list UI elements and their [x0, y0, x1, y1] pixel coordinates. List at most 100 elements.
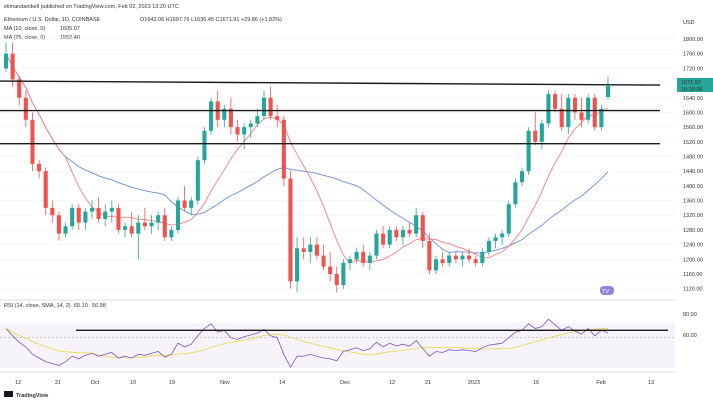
rsi-tick-80: 80.00: [683, 312, 697, 318]
candle-body: [308, 244, 313, 252]
horizontal-levels[interactable]: [0, 80, 661, 145]
tradingview-watermark-icon: TV: [600, 286, 614, 295]
price-tick: 1520.00: [683, 140, 703, 146]
rsi-line: [5, 318, 609, 369]
ma10-value: 1605.07: [60, 26, 80, 32]
candle-body: [17, 79, 22, 98]
candle-body: [387, 229, 392, 245]
candle-body: [109, 207, 114, 212]
candle-body: [506, 204, 511, 234]
time-tick: 13: [648, 380, 654, 386]
candle-body: [149, 222, 154, 227]
candle-body: [447, 255, 452, 263]
candle-body: [572, 97, 577, 113]
candle-body: [288, 178, 293, 282]
candle-body: [341, 262, 346, 285]
candle-body: [195, 160, 200, 201]
candle-body: [261, 97, 267, 117]
candle-body: [123, 226, 128, 230]
candle-body: [414, 215, 419, 234]
candle-body: [500, 233, 505, 238]
candle-body: [420, 215, 425, 241]
price-tick: 1200.00: [683, 257, 703, 263]
rsi-label: RSI (14, close, SMA, 14, 2): [4, 303, 71, 309]
time-tick: 19: [169, 380, 175, 386]
candle-body: [50, 207, 55, 216]
price-tick: 1440.00: [683, 169, 703, 175]
candle-body: [599, 108, 604, 128]
publisher-text: elimandanibell published on TradingView.…: [4, 4, 179, 10]
candle-body: [142, 222, 147, 227]
ma25-label: MA (25, close, 0): [4, 35, 45, 41]
candle-body: [605, 86, 611, 98]
candle-body: [347, 259, 353, 263]
price-axis[interactable]: 1800.001760.001720.001680.001640.001600.…: [683, 37, 703, 293]
candle-body: [367, 255, 372, 263]
svg-text:TV: TV: [602, 289, 609, 295]
candle-body: [103, 211, 108, 219]
candle-body: [328, 266, 333, 274]
candle-body: [559, 108, 564, 128]
level-line: [0, 80, 661, 86]
grid: [0, 38, 675, 289]
price-tick: 1240.00: [683, 243, 703, 249]
candle-body: [242, 127, 247, 135]
time-tick: 21: [55, 380, 61, 386]
candle-body: [268, 97, 273, 117]
price-tick: 1360.00: [683, 199, 703, 205]
rsi-tick-60: 60.00: [683, 333, 697, 339]
candle-body: [56, 215, 61, 234]
price-tick: 1800.00: [683, 37, 703, 43]
candle-body: [321, 255, 326, 267]
candle-body: [10, 53, 15, 80]
current-price-tag: 1671.92 10:39:26: [677, 78, 713, 93]
candle-body: [427, 240, 432, 271]
candle-body: [175, 200, 181, 230]
candle-body: [374, 233, 379, 256]
ohlc-readout: O1642.06 H1697.76 L1636.45 C1671.91 +29.…: [140, 17, 282, 23]
price-tick: 1720.00: [683, 66, 703, 72]
candle-body: [440, 259, 445, 263]
candle-body: [116, 207, 121, 230]
rsi-pane[interactable]: [0, 318, 675, 369]
candle-body: [76, 207, 81, 223]
candle-body: [394, 229, 399, 238]
candle-body: [381, 233, 386, 245]
candle-body: [314, 244, 319, 256]
current-price: 1671.92: [681, 80, 701, 86]
time-tick: Feb: [596, 380, 605, 386]
candles[interactable]: [3, 42, 611, 293]
candle-body: [89, 207, 95, 212]
candle-body: [433, 259, 439, 271]
candle-body: [30, 119, 35, 164]
candle-body: [486, 240, 491, 252]
time-tick: 12: [15, 380, 21, 386]
tradingview-logo-icon: [4, 391, 13, 397]
price-tick: 1480.00: [683, 154, 703, 160]
candle-body: [493, 237, 498, 241]
candle-body: [539, 123, 544, 142]
candle-body: [361, 251, 366, 263]
candle-body: [182, 200, 187, 208]
candle-body: [519, 171, 525, 183]
candle-body: [334, 273, 339, 285]
price-tick: 1400.00: [683, 184, 703, 190]
candle-body: [301, 248, 306, 252]
time-tick: 2023: [468, 380, 480, 386]
candle-body: [566, 97, 571, 128]
candle-body: [453, 255, 458, 260]
price-tick: 1760.00: [683, 52, 703, 58]
candle-body: [96, 207, 101, 219]
time-tick: 16: [533, 380, 539, 386]
time-tick: Dec: [340, 380, 350, 386]
candle-body: [592, 97, 597, 128]
price-tick: 1160.00: [683, 272, 702, 278]
candle-body: [162, 215, 167, 238]
time-tick: 21: [425, 380, 431, 386]
time-axis[interactable]: 12 21 Oct 10 19 Nov 14 Dec 12 21 2023 16 Feb 13: [15, 380, 654, 386]
candle-body: [169, 229, 174, 238]
candle-body: [546, 94, 551, 124]
candle-body: [202, 130, 207, 161]
time-tick: Nov: [220, 380, 230, 386]
